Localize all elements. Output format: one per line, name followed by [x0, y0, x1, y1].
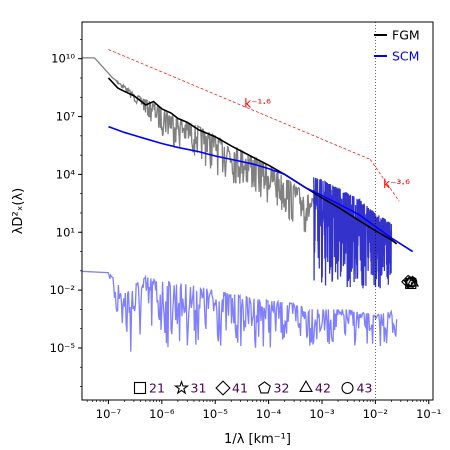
- x-tick-label: 10⁻¹: [416, 407, 441, 421]
- y-tick-label: 10⁴: [56, 167, 76, 181]
- fgm-line: [107, 77, 398, 245]
- reference-label-1: k⁻³·⁶: [383, 177, 410, 191]
- x-axis: 10⁻⁷ 10⁻⁶ 10⁻⁵ 10⁻⁴ 10⁻³ 10⁻² 10⁻¹: [86, 400, 441, 421]
- series-3-line: [82, 270, 398, 352]
- y-tick-label: 10¹⁰: [51, 52, 75, 66]
- legend-label-fgm: FGM: [392, 28, 420, 43]
- reference-line-1: [369, 159, 400, 202]
- y-tick-label: 10¹: [56, 225, 75, 239]
- plot-frame: [81, 21, 434, 401]
- marker-triangle: [406, 275, 420, 287]
- reference-label-0: k⁻¹·⁶: [244, 96, 271, 110]
- legend-label-scm: SCM: [392, 49, 419, 64]
- marker-legend-pentagon-icon: [258, 381, 271, 394]
- marker-legend-square-icon: [133, 381, 147, 395]
- x-tick-label: 10⁻⁵: [203, 407, 229, 421]
- x-tick-label: 10⁻⁷: [96, 407, 122, 421]
- series-2-line: [82, 57, 315, 233]
- y-axis: 10¹⁰ 10⁷ 10⁴ 10¹ 10⁻² 10⁻⁵: [50, 39, 82, 387]
- x-axis-label: 1/λ [km⁻¹]: [224, 432, 291, 447]
- x-tick-label: 10⁻³: [309, 407, 335, 421]
- marker-legend-label: 31: [191, 381, 207, 396]
- marker-legend: 21 31 41 32 42 43: [133, 379, 373, 396]
- marker-legend-label: 41: [232, 381, 248, 396]
- y-tick-label: 10⁻⁵: [50, 341, 76, 355]
- scm-line: [108, 125, 414, 253]
- x-tick-label: 10⁻⁶: [149, 407, 175, 421]
- marker-circle: [406, 276, 418, 288]
- marker-legend-label: 21: [149, 381, 165, 396]
- series-4-line: [313, 177, 393, 289]
- marker-legend-label: 42: [315, 381, 331, 396]
- marker-diamond: [401, 274, 416, 289]
- marker-legend-triangle-icon: [299, 380, 313, 392]
- marker-legend-diamond-icon: [215, 380, 231, 396]
- y-tick-label: 10⁷: [56, 110, 76, 124]
- marker-legend-star-icon: [173, 379, 190, 395]
- marker-legend-label: 43: [357, 381, 373, 396]
- x-tick-label: 10⁻⁴: [256, 407, 282, 421]
- reference-line-0: [108, 49, 371, 160]
- marker-legend-label: 32: [274, 381, 290, 396]
- marker-legend-circle-icon: [341, 381, 354, 395]
- plot-content: [82, 22, 420, 400]
- y-tick-label: 10⁻²: [50, 283, 75, 297]
- legend: FGM SCM: [374, 28, 420, 64]
- y-axis-label: λD²ₓ(λ): [11, 188, 26, 235]
- x-tick-label: 10⁻²: [363, 407, 388, 421]
